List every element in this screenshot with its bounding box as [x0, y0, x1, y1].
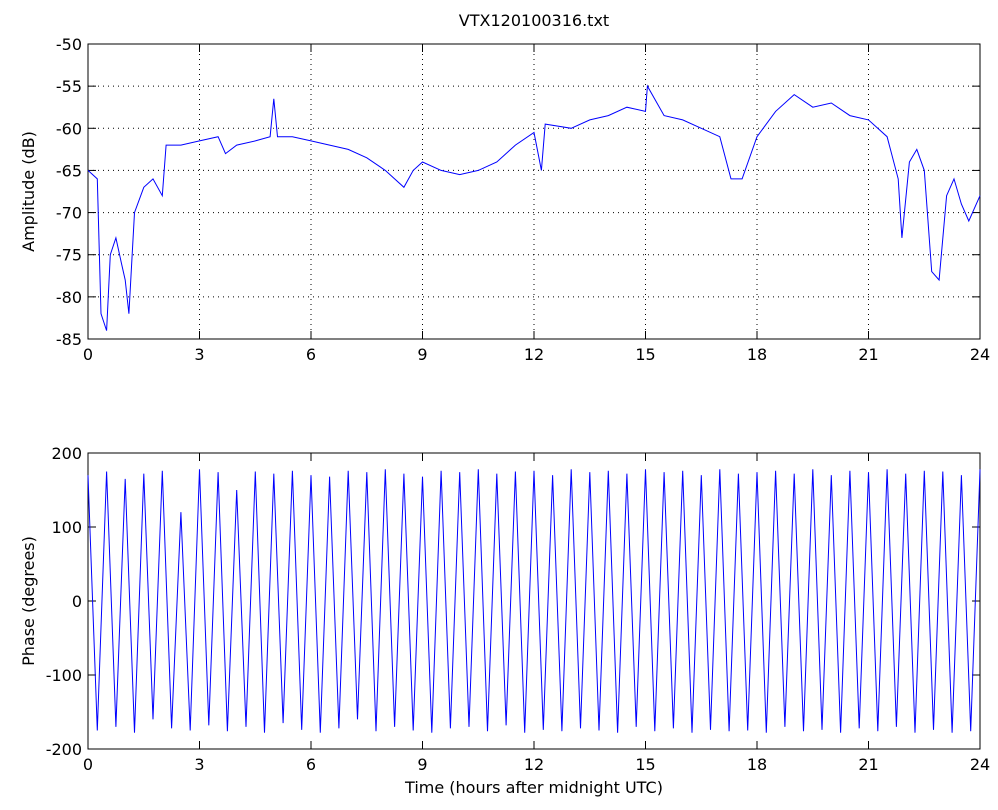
x-tick-label: 0 [83, 755, 93, 774]
y-tick-label: -200 [46, 740, 82, 759]
y-tick-label: 200 [51, 444, 82, 463]
x-tick-label: 15 [635, 755, 655, 774]
y-tick-label: -70 [56, 204, 82, 223]
x-tick-label: 9 [417, 755, 427, 774]
x-axis-label: Time (hours after midnight UTC) [404, 778, 663, 797]
x-tick-label: 6 [306, 755, 316, 774]
x-tick-label: 18 [747, 755, 767, 774]
y-tick-label: -100 [46, 666, 82, 685]
x-tick-label: 24 [970, 345, 990, 364]
x-tick-label: 15 [635, 345, 655, 364]
y-axis-label: Phase (degrees) [19, 536, 38, 666]
x-tick-label: 21 [858, 755, 878, 774]
x-tick-label: 12 [524, 755, 544, 774]
x-tick-label: 0 [83, 345, 93, 364]
x-tick-label: 18 [747, 345, 767, 364]
data-line [87, 469, 981, 733]
y-tick-label: -65 [56, 161, 82, 180]
y-axis-label: Amplitude (dB) [19, 131, 38, 252]
x-tick-label: 24 [970, 755, 990, 774]
x-tick-label: 9 [417, 345, 427, 364]
plot-frame [87, 452, 981, 750]
y-tick-label: 100 [51, 518, 82, 537]
x-tick-label: 3 [194, 755, 204, 774]
y-tick-label: 0 [72, 592, 82, 611]
x-tick-label: 21 [858, 345, 878, 364]
plot-frame [87, 43, 981, 340]
x-tick-label: 3 [194, 345, 204, 364]
data-line [87, 84, 981, 331]
y-tick-label: -50 [56, 35, 82, 54]
x-tick-label: 12 [524, 345, 544, 364]
y-tick-label: -60 [56, 119, 82, 138]
x-tick-label: 6 [306, 345, 316, 364]
y-tick-label: -80 [56, 288, 82, 307]
y-tick-label: -75 [56, 246, 82, 265]
y-tick-label: -85 [56, 330, 82, 349]
y-tick-label: -55 [56, 77, 82, 96]
chart-title: VTX120100316.txt [459, 11, 609, 30]
